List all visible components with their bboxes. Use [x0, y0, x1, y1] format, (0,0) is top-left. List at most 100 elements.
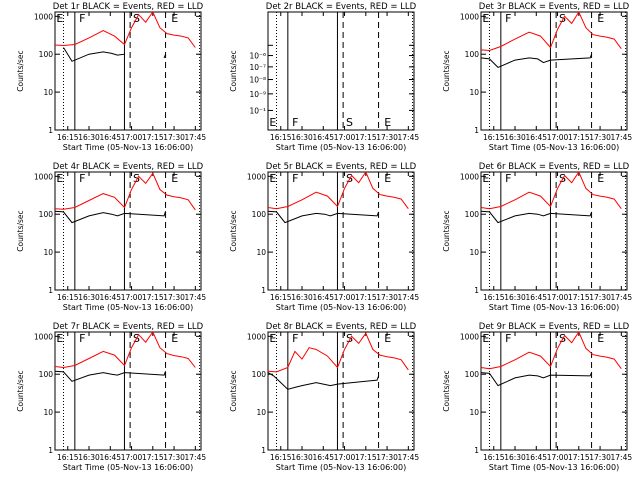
x-tick-label: 16:15: [57, 453, 79, 462]
x-tick-label: 17:00: [547, 293, 569, 302]
y-tick-label: 1: [474, 286, 479, 295]
x-axis-label: Start Time (05-Nov-13 16:06:00): [63, 303, 193, 312]
x-tick-label: 17:30: [163, 453, 185, 462]
x-tick-label: 17:45: [398, 133, 420, 142]
y-tick-label: 100: [39, 50, 54, 59]
y-tick-label: 100: [465, 50, 480, 59]
phase-annotation: E: [269, 116, 276, 129]
phase-annotation: F: [292, 172, 298, 185]
phase-annotation: S: [133, 172, 140, 185]
x-tick-label: 16:30: [504, 293, 526, 302]
x-tick-label: 17:15: [568, 293, 590, 302]
series-line: [54, 370, 167, 382]
series-line: [267, 372, 380, 390]
plot-frame: [54, 171, 202, 291]
x-tick-label: 17:30: [589, 133, 611, 142]
y-tick-label: 1000: [460, 172, 479, 181]
x-tick-label: 16:15: [270, 453, 292, 462]
y-tick-label: 100: [252, 370, 267, 379]
x-tick-label: 16:45: [99, 453, 121, 462]
y-axis-label: Counts/sec: [442, 370, 451, 411]
plot-frame: [480, 171, 628, 291]
series-line: [267, 210, 380, 224]
phase-annotation: F: [79, 172, 85, 185]
phase-annotation: F: [505, 332, 511, 345]
phase-annotation: E: [171, 172, 178, 185]
y-tick-label: 1: [261, 286, 266, 295]
series-line: [54, 330, 196, 369]
plot-frame: [54, 331, 202, 451]
plot-frame: [267, 11, 415, 131]
plot-frame: [267, 171, 415, 291]
x-tick-label: 17:45: [611, 453, 633, 462]
phase-annotation: E: [384, 332, 391, 345]
x-tick-label: 16:15: [57, 133, 79, 142]
x-tick-label: 16:15: [483, 133, 505, 142]
x-axis-label: Start Time (05-Nov-13 16:06:00): [63, 143, 193, 152]
y-tick-label: 10⁻⁷: [249, 63, 266, 72]
y-axis-label: Counts/sec: [229, 50, 238, 91]
y-tick-label: 1: [474, 126, 479, 135]
phase-annotation: E: [384, 172, 391, 185]
x-tick-label: 16:15: [270, 133, 292, 142]
x-tick-label: 17:00: [334, 293, 356, 302]
y-tick-label: 10: [43, 88, 53, 97]
phase-annotation: F: [79, 332, 85, 345]
x-tick-label: 16:15: [57, 293, 79, 302]
y-tick-label: 10: [43, 408, 53, 417]
x-tick-label: 16:30: [78, 133, 100, 142]
phase-annotation: S: [559, 12, 566, 25]
panel-title: Det 4r BLACK = Events, RED = LLD: [53, 162, 204, 172]
panel-title: Det 1r BLACK = Events, RED = LLD: [53, 2, 204, 12]
y-tick-label: 10: [469, 88, 479, 97]
x-tick-label: 17:30: [589, 453, 611, 462]
x-tick-label: 17:00: [121, 133, 143, 142]
x-tick-label: 16:30: [291, 453, 313, 462]
x-tick-label: 17:15: [355, 293, 377, 302]
phase-annotation: E: [482, 12, 489, 25]
phase-annotation: E: [56, 332, 63, 345]
x-tick-label: 17:00: [547, 453, 569, 462]
y-tick-label: 1000: [460, 12, 479, 21]
series-line: [480, 170, 622, 210]
x-tick-label: 16:45: [312, 133, 334, 142]
x-tick-label: 17:15: [142, 133, 164, 142]
y-axis-label: Counts/sec: [229, 370, 238, 411]
x-tick-label: 17:15: [355, 453, 377, 462]
series-line: [54, 210, 167, 224]
phase-annotation: S: [346, 332, 353, 345]
y-tick-label: 1000: [34, 12, 53, 21]
x-tick-label: 17:30: [376, 453, 398, 462]
phase-annotation: E: [56, 172, 63, 185]
phase-annotation: E: [171, 12, 178, 25]
panel-title: Det 2r BLACK = Events, RED = LLD: [266, 2, 417, 12]
x-axis-label: Start Time (05-Nov-13 16:06:00): [489, 463, 619, 472]
panel-title: Det 8r BLACK = Events, RED = LLD: [266, 322, 417, 332]
x-tick-label: 17:45: [185, 293, 207, 302]
y-tick-label: 1000: [247, 172, 266, 181]
x-tick-label: 16:45: [525, 453, 547, 462]
x-tick-label: 17:00: [547, 133, 569, 142]
y-tick-label: 10⁻¹: [249, 106, 266, 115]
x-tick-label: 17:15: [142, 453, 164, 462]
y-tick-label: 10⁻⁸: [249, 76, 266, 85]
y-tick-label: 100: [39, 370, 54, 379]
x-tick-label: 17:15: [142, 293, 164, 302]
x-tick-label: 17:45: [611, 133, 633, 142]
plot-frame: [267, 331, 415, 451]
x-tick-label: 16:45: [99, 133, 121, 142]
phase-annotation: F: [79, 12, 85, 25]
x-axis-label: Start Time (05-Nov-13 16:06:00): [276, 463, 406, 472]
y-tick-label: 1: [48, 446, 53, 455]
y-tick-label: 10⁻⁶: [249, 52, 266, 61]
x-tick-label: 16:45: [312, 453, 334, 462]
panel-title: Det 3r BLACK = Events, RED = LLD: [479, 2, 630, 12]
panel-title: Det 5r BLACK = Events, RED = LLD: [266, 162, 417, 172]
